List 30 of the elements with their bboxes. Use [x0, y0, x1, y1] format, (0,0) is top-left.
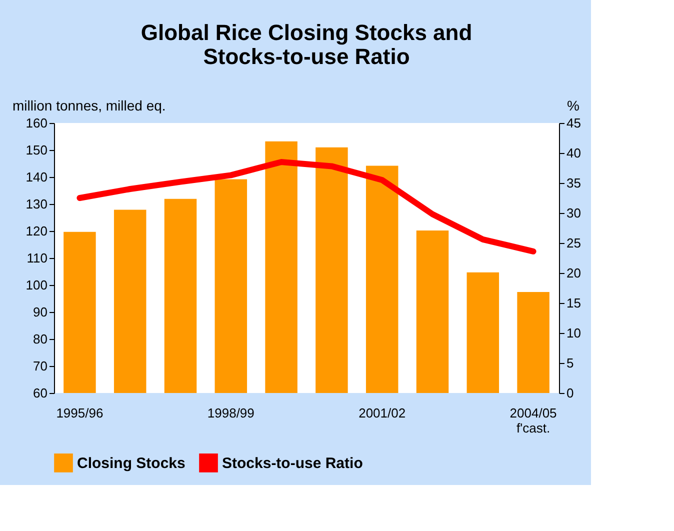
y2-axis-title: % [567, 98, 580, 114]
y-tick-label: 150 [26, 142, 48, 158]
y-tick-label: 120 [26, 224, 48, 238]
y-tick-label: 110 [26, 250, 48, 266]
y-tick-label: 60 [33, 386, 48, 400]
x-tick-label: 1995/96 [56, 406, 104, 420]
y-tick-label: 100 [26, 278, 48, 292]
y2-tick-label: 15 [566, 296, 581, 310]
y2-tick-label: 40 [566, 146, 581, 160]
y-tick-label: 160 [26, 116, 48, 130]
x-tick-label: 2001/02 [358, 406, 406, 420]
y2-tick-label: 25 [566, 236, 581, 250]
y2-tick-label: 30 [566, 206, 581, 220]
legend-label: Stocks-to-use Ratio [222, 454, 363, 472]
y2-tick-label: 45 [566, 116, 581, 130]
y-tick-label: 80 [33, 332, 48, 346]
y-tick-label: 140 [26, 170, 48, 184]
y2-tick-label: 10 [566, 326, 581, 340]
x-tick-label: 2004/05 f'cast. [510, 406, 557, 436]
y-tick-label: 90 [33, 304, 48, 320]
x-tick-label: 1998/99 [207, 406, 254, 420]
legend-label: Closing Stocks [77, 454, 186, 472]
y2-tick-label: 20 [566, 266, 581, 280]
y2-tick-label: 35 [566, 176, 581, 190]
y-tick-label: 130 [26, 196, 48, 212]
y-axis-title: million tonnes, milled eq. [12, 98, 166, 114]
y2-tick-label: 5 [566, 356, 574, 370]
y-tick-label: 70 [33, 358, 48, 374]
y2-tick-label: 0 [566, 386, 574, 400]
chart-title: Global Rice Closing Stocks and Stocks-to-use Ratio [140, 20, 472, 69]
